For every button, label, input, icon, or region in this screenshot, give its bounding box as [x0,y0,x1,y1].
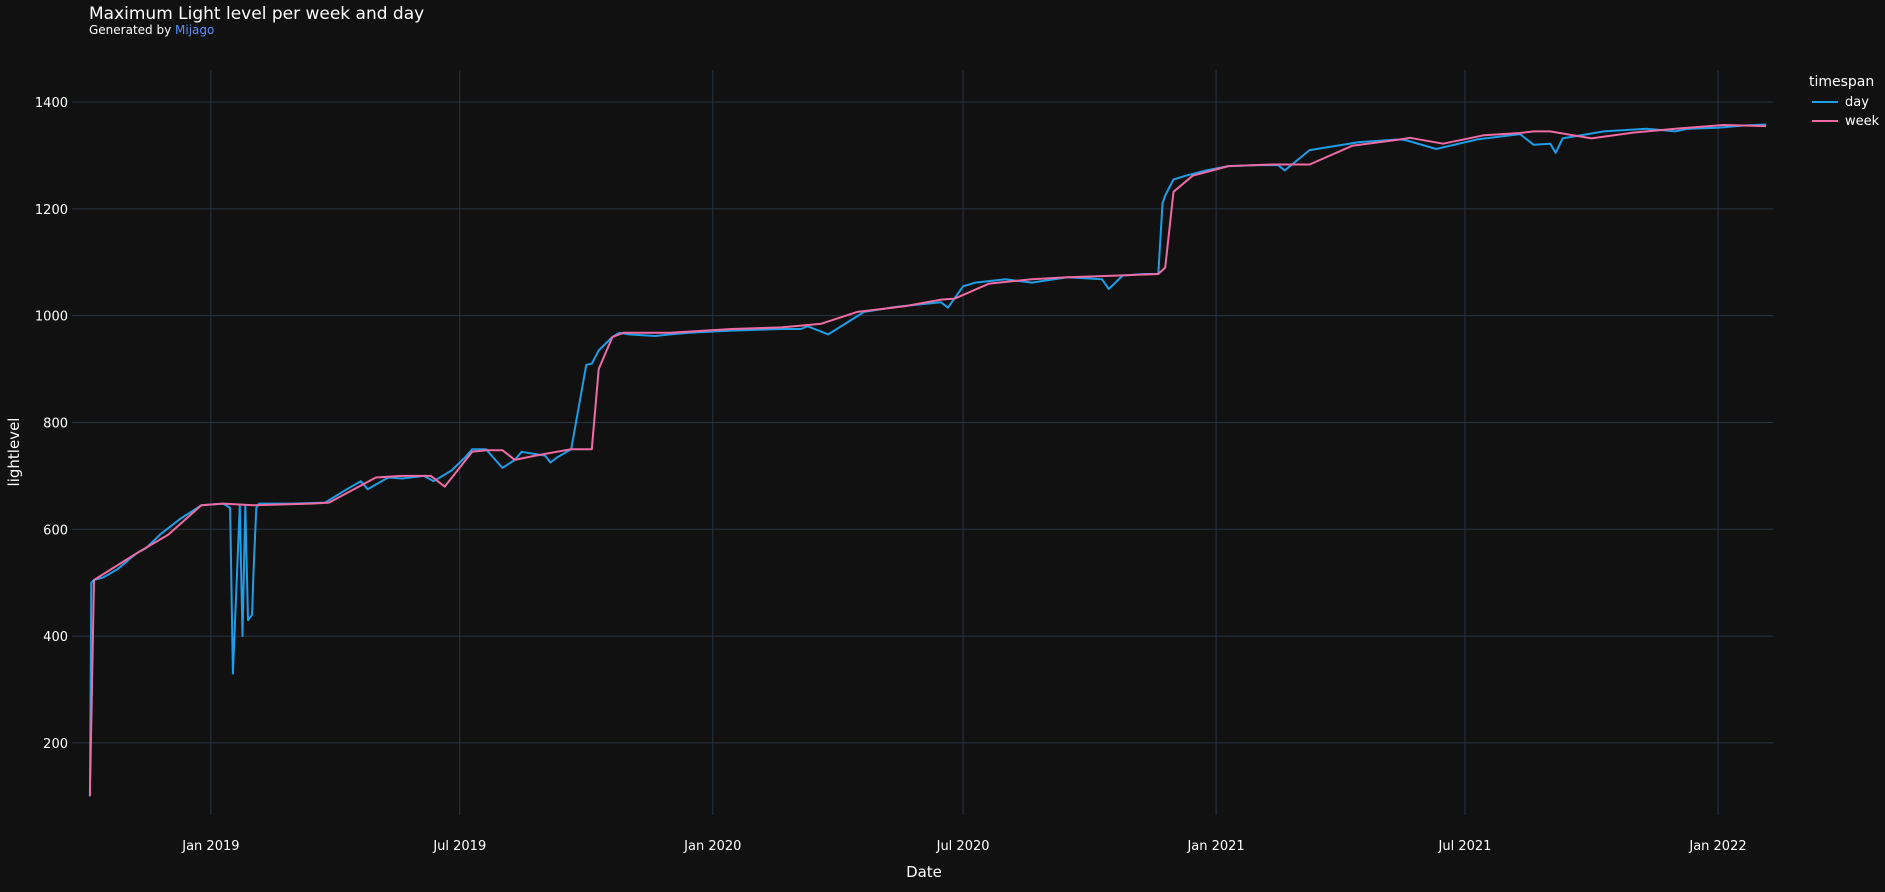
y-axis-ticks: 200 400 600 800 1000 1200 1400 [35,96,68,752]
x-tick-label: Jul 2021 [1438,839,1492,854]
grid-layer [72,70,1773,815]
legend-title: timespan [1809,74,1874,90]
legend[interactable]: timespan day week [1809,74,1880,129]
x-tick-label: Jan 2022 [1688,839,1746,854]
y-tick-label: 1400 [35,96,68,111]
x-axis-title: Date [906,863,942,881]
y-axis-title: lightlevel [5,418,23,487]
x-tick-label: Jan 2021 [1186,839,1244,854]
x-axis-ticks: Jan 2019 Jul 2019 Jan 2020 Jul 2020 Jan 2021… [181,839,1746,854]
y-tick-label: 600 [43,523,68,538]
x-tick-label: Jan 2020 [683,839,741,854]
legend-week-label[interactable]: week [1845,114,1880,129]
series-line-week[interactable] [88,124,1767,797]
y-tick-label: 200 [43,737,68,752]
y-tick-label: 400 [43,630,68,645]
x-tick-label: Jul 2020 [936,839,990,854]
subtitle-prefix: Generated by [89,23,175,37]
legend-day-label[interactable]: day [1845,95,1869,110]
x-tick-label: Jan 2019 [181,839,239,854]
x-tick-label: Jul 2019 [432,839,486,854]
y-tick-label: 1200 [35,203,68,218]
series-layer [88,123,1767,797]
y-tick-label: 800 [43,416,68,431]
chart-subtitle: Generated by Mijago [89,23,214,37]
y-tick-label: 1000 [35,310,68,325]
subtitle-link[interactable]: Mijago [175,23,214,37]
chart-title: Maximum Light level per week and day [89,4,424,24]
series-line-day[interactable] [88,123,1767,797]
